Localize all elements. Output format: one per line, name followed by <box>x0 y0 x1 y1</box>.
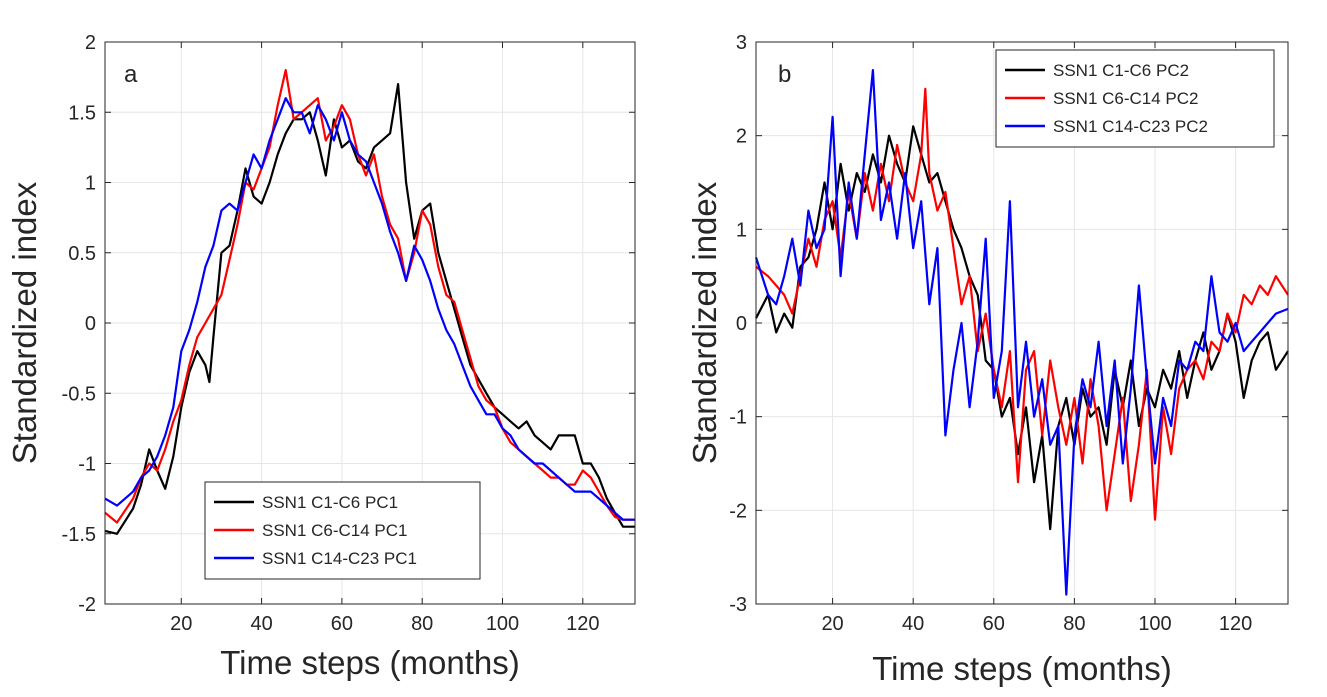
x-tick-label: 120 <box>566 613 599 635</box>
y-tick-label: 1 <box>85 173 96 195</box>
legend-entry-1: SSN1 C1-C6 PC2 <box>1053 61 1189 80</box>
y-tick-label: 2 <box>85 32 96 54</box>
legend-entry-3: SSN1 C14-C23 PC2 <box>1053 117 1208 136</box>
chart-panel-a: 20 40 60 80 100 120 -2 -1.5 -1 -0.5 0 0.5 1 1.5 2 Time … <box>6 32 636 681</box>
x-tick-label: 100 <box>1138 613 1171 635</box>
y-tick-label: -1 <box>729 407 747 429</box>
panel-label: b <box>778 61 791 88</box>
legend-entry-3: SSN1 C14-C23 PC1 <box>262 549 417 568</box>
legend-entry-1: SSN1 C1-C6 PC1 <box>262 493 398 512</box>
y-tick-label: -1.5 <box>62 524 96 546</box>
x-tick-label: 80 <box>411 613 433 635</box>
y-tick-label: 0 <box>736 313 747 335</box>
legend-entry-2: SSN1 C6-C14 PC1 <box>262 521 408 540</box>
x-tick-label: 40 <box>250 613 272 635</box>
y-tick-label: 3 <box>736 32 747 54</box>
y-tick-label: -0.5 <box>62 383 96 405</box>
x-tick-label: 40 <box>902 613 924 635</box>
chart-panel-b: 20 40 60 80 100 120 -3 -2 -1 0 1 2 3 Time steps (mont… <box>686 32 1289 687</box>
y-tick-label: 0.5 <box>68 243 96 265</box>
x-tick-label: 20 <box>170 613 192 635</box>
panel-label: a <box>124 61 138 88</box>
x-tick-label: 60 <box>983 613 1005 635</box>
x-tick-label: 20 <box>821 613 843 635</box>
x-tick-label: 120 <box>1219 613 1252 635</box>
y-tick-label: 2 <box>736 126 747 148</box>
y-axis-title: Standardized index <box>6 181 43 464</box>
y-axis-title: Standardized index <box>686 181 723 464</box>
y-tick-label: -2 <box>729 500 747 522</box>
x-tick-label: 100 <box>486 613 519 635</box>
legend: SSN1 C1-C6 PC1 SSN1 C6-C14 PC1 SSN1 C14-C2… <box>204 481 481 580</box>
x-tick-label: 60 <box>331 613 353 635</box>
y-tick-label: 1 <box>736 219 747 241</box>
series-line-2 <box>104 68 635 524</box>
legend: SSN1 C1-C6 PC2 SSN1 C6-C14 PC2 SSN1 C14-C2… <box>995 49 1275 148</box>
legend-entry-2: SSN1 C6-C14 PC2 <box>1053 89 1199 108</box>
y-tick-label: 1.5 <box>68 102 96 124</box>
x-axis-title: Time steps (months) <box>872 650 1172 687</box>
series-line-3 <box>104 97 635 521</box>
series-line-3 <box>754 68 1289 596</box>
x-axis-title: Time steps (months) <box>220 644 520 681</box>
series-line-1 <box>104 82 635 535</box>
y-tick-label: -3 <box>729 594 747 616</box>
x-tick-label: 80 <box>1063 613 1085 635</box>
y-tick-label: 0 <box>85 313 96 335</box>
y-tick-label: -1 <box>78 454 96 476</box>
y-tick-label: -2 <box>78 594 96 616</box>
